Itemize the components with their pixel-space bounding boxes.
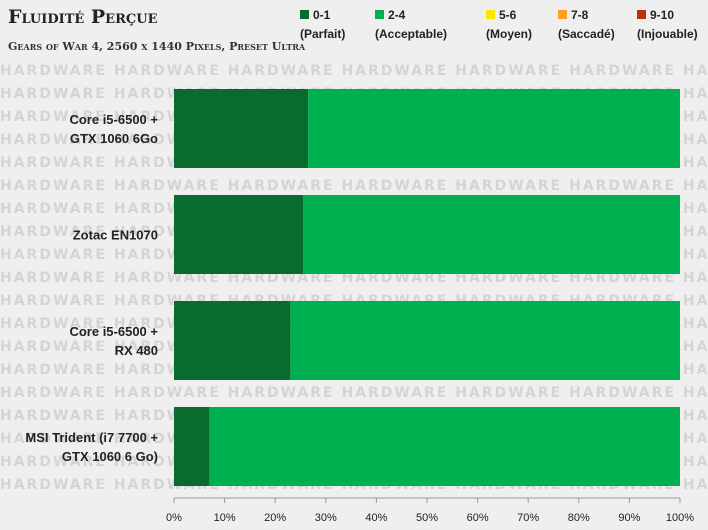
legend-item: 9-10 (Injouable)	[637, 8, 698, 41]
legend-range: 9-10	[650, 8, 675, 22]
legend-range: 7-8	[571, 8, 589, 22]
x-tick-label: 50%	[416, 512, 438, 524]
x-tick-label: 10%	[214, 512, 236, 524]
x-tick-label: 30%	[315, 512, 337, 524]
legend-range: 2-4	[388, 8, 406, 22]
x-tick-label: 60%	[467, 512, 489, 524]
legend-swatch	[486, 10, 495, 19]
x-tick-label: 90%	[618, 512, 640, 524]
bar-segment	[174, 195, 304, 274]
bar-segment	[290, 301, 680, 380]
legend: 0-1 (Parfait) 2-4 (Acceptable) 5-6 (Moyen) 7-8…	[300, 8, 708, 48]
legend-item: 0-1 (Parfait)	[300, 8, 345, 41]
category-label: Core i5-6500 +	[69, 112, 158, 127]
category-label: GTX 1060 6Go	[70, 131, 158, 146]
legend-label: (Parfait)	[300, 27, 346, 41]
x-tick-label: 40%	[365, 512, 387, 524]
bar-segment	[174, 301, 291, 380]
bar-segment	[209, 407, 681, 486]
chart-title: Fluidité Perçue	[8, 6, 158, 28]
legend-range: 5-6	[499, 8, 517, 22]
bar-segment	[174, 407, 210, 486]
legend-swatch	[300, 10, 309, 19]
legend-label: (Moyen)	[486, 27, 532, 41]
x-tick-label: 100%	[666, 512, 694, 524]
category-label: Core i5-6500 +	[69, 324, 158, 339]
bar-segment	[308, 89, 680, 168]
legend-swatch	[558, 10, 567, 19]
legend-label: (Saccadé)	[558, 27, 615, 41]
category-label: MSI Trident (i7 7700 +	[25, 430, 158, 445]
category-label: Zotac EN1070	[73, 228, 158, 243]
legend-item: 7-8 (Saccadé)	[558, 8, 615, 41]
legend-swatch	[375, 10, 384, 19]
category-label: GTX 1060 6 Go)	[62, 449, 158, 464]
category-label: RX 480	[115, 343, 158, 358]
legend-item: 2-4 (Acceptable)	[375, 8, 447, 41]
x-tick-label: 80%	[568, 512, 590, 524]
bar-segment	[174, 89, 309, 168]
legend-label: (Injouable)	[637, 27, 698, 41]
x-tick-label: 0%	[166, 512, 182, 524]
bar-segment	[303, 195, 680, 274]
legend-swatch	[637, 10, 646, 19]
legend-label: (Acceptable)	[375, 27, 448, 41]
x-tick-label: 70%	[517, 512, 539, 524]
legend-range: 0-1	[313, 8, 331, 22]
chart-subtitle: Gears of War 4, 2560 x 1440 Pixels, Pres…	[8, 40, 306, 53]
legend-item: 5-6 (Moyen)	[486, 8, 532, 41]
x-tick-label: 20%	[264, 512, 286, 524]
